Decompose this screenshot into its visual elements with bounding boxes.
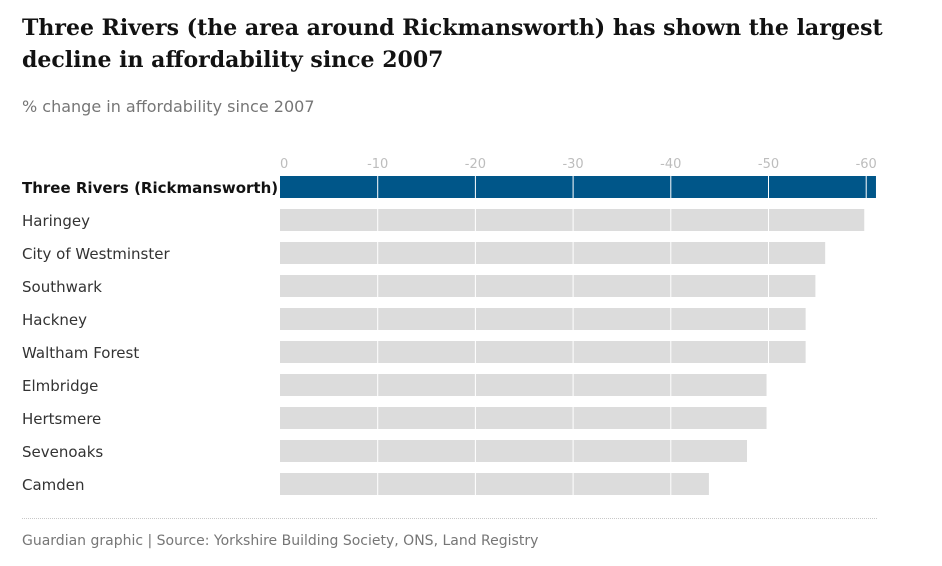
x-tick-label: -60 — [856, 157, 877, 172]
gridlines — [377, 172, 867, 495]
source-note: Guardian graphic | Source: Yorkshire Bui… — [22, 533, 539, 549]
category-label: Sevenoaks — [22, 443, 103, 461]
bar — [280, 440, 748, 462]
category-label: Southwark — [22, 278, 102, 296]
bar-chart: 0 -10 -20 -30 -40 -50 -60 Three Rivers (Rickma… — [22, 157, 877, 495]
x-tick-label: -30 — [562, 157, 583, 172]
footer-divider — [22, 518, 877, 519]
bars — [280, 176, 876, 495]
x-tick-label: -50 — [758, 157, 779, 172]
bar — [280, 275, 816, 297]
category-label: Elmbridge — [22, 377, 98, 395]
x-axis: 0 -10 -20 -30 -40 -50 -60 — [280, 157, 877, 172]
category-label: Hackney — [22, 311, 87, 329]
category-label: Hertsmere — [22, 410, 101, 428]
category-label: Three Rivers (Rickmansworth) — [22, 179, 278, 197]
category-label: City of Westminster — [22, 245, 170, 263]
category-label: Waltham Forest — [22, 344, 139, 362]
bar — [280, 308, 806, 330]
x-tick-label: -20 — [465, 157, 486, 172]
bar — [280, 341, 806, 363]
bar — [280, 242, 826, 264]
bar — [280, 407, 767, 429]
x-tick-label: -40 — [660, 157, 681, 172]
chart-title: Three Rivers (the area around Rickmanswo… — [22, 15, 883, 73]
bar — [280, 473, 709, 495]
bar — [280, 176, 876, 198]
bar — [280, 374, 767, 396]
bar — [280, 209, 865, 231]
x-tick-label: 0 — [280, 157, 288, 172]
category-labels: Three Rivers (Rickmansworth) Haringey City… — [22, 179, 278, 494]
category-label: Camden — [22, 476, 85, 494]
x-tick-label: -10 — [367, 157, 388, 172]
chart-subtitle: % change in affordability since 2007 — [22, 97, 315, 116]
category-label: Haringey — [22, 212, 90, 230]
